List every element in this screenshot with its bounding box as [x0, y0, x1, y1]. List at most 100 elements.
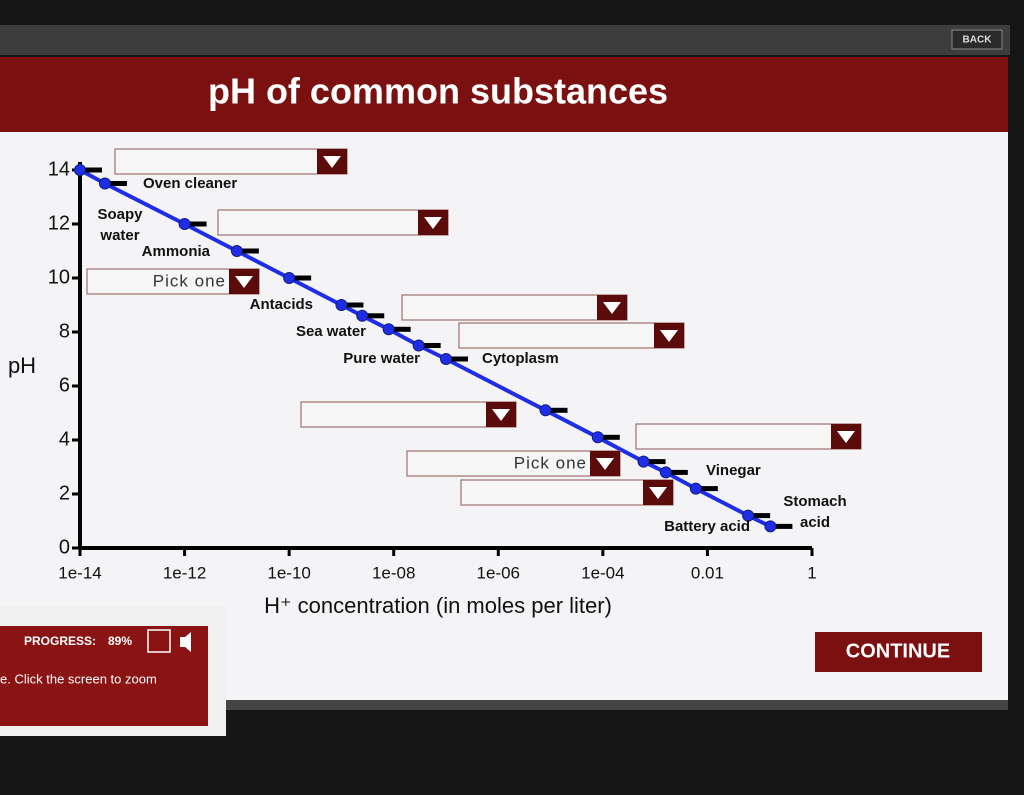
y-tick-label: 0: [59, 536, 70, 558]
dropdown-arrow: [649, 487, 667, 499]
dropdown[interactable]: Pick one: [406, 450, 621, 477]
substance-label: water: [99, 227, 139, 244]
x-axis-label: H⁺ concentration (in moles per liter): [264, 593, 612, 618]
point-dash: [442, 356, 468, 362]
x-tick-label: 1e-10: [267, 563, 310, 582]
point-dash: [337, 302, 364, 308]
dropdown-box[interactable]: [300, 401, 517, 428]
dropdown-arrow: [603, 302, 621, 314]
x-tick-label: 1: [807, 563, 816, 582]
dropdown-box[interactable]: [635, 423, 862, 450]
dropdown-arrow: [492, 409, 510, 421]
substance-label: acid: [800, 514, 830, 531]
point-dash: [76, 167, 102, 173]
point-dash: [639, 459, 666, 465]
substance-label: Sea water: [296, 323, 366, 340]
data-point: [591, 431, 604, 444]
dropdown-arrow: [424, 217, 442, 229]
data-point: [637, 455, 650, 468]
dropdown[interactable]: [217, 209, 449, 236]
continue-button[interactable]: [815, 632, 982, 672]
dropdown-label[interactable]: Pick one: [153, 271, 226, 290]
x-tick-label: 1e-04: [581, 563, 624, 582]
zoom-hint: e. Click the screen to zoom: [0, 671, 157, 686]
data-point: [689, 482, 702, 495]
dropdown-box[interactable]: [401, 294, 628, 321]
chart: 0 2 4 6 8 10 12 14 1e-14 1e-12 1e-10 1e-08 1e-06 1e-0…: [8, 148, 862, 618]
data-point: [412, 339, 425, 352]
dropdown-arrow: [837, 431, 855, 443]
back-button[interactable]: [951, 29, 1003, 50]
calculator-icon[interactable]: [147, 629, 171, 653]
dropdown-box[interactable]: [114, 148, 348, 175]
substance-label: Battery acid: [664, 518, 750, 535]
dropdown[interactable]: [401, 294, 628, 321]
data-point: [178, 218, 191, 230]
dropdown[interactable]: [300, 401, 517, 428]
substance-label: Oven cleaner: [143, 175, 237, 192]
data-point: [764, 520, 777, 533]
dropdown-box[interactable]: [217, 209, 449, 236]
sound-icon[interactable]: [180, 632, 191, 652]
substance-label: Ammonia: [142, 243, 211, 260]
dropdown[interactable]: [460, 479, 674, 506]
data-point: [356, 309, 369, 322]
progress-value: 89%: [108, 634, 132, 648]
x-tick-label: 1e-12: [163, 563, 206, 582]
y-tick-label: 4: [59, 428, 70, 450]
point-dash: [661, 469, 688, 475]
y-tick-label: 2: [59, 482, 70, 504]
point-dash: [593, 434, 620, 440]
data-point: [382, 323, 395, 336]
substance-label: Antacids: [250, 296, 313, 313]
substance-label: Pure water: [343, 350, 420, 367]
point-dash: [384, 326, 411, 332]
dropdown-label[interactable]: Pick one: [514, 453, 587, 472]
substance-label: Stomach: [783, 493, 846, 510]
content-edge: [225, 700, 1008, 710]
substance-label: Vinegar: [706, 462, 761, 479]
dropdown-arrow: [323, 156, 341, 168]
data-point: [742, 509, 755, 522]
dropdown[interactable]: [635, 423, 862, 450]
dropdown-arrow: [660, 330, 678, 342]
y-tick-label: 6: [59, 374, 70, 396]
title-bar: [0, 57, 1008, 132]
data-point: [98, 177, 111, 190]
dropdown-box[interactable]: [460, 479, 674, 506]
data-point: [659, 466, 672, 479]
x-tick-label: 0.01: [691, 563, 724, 582]
top-bar: [0, 25, 1010, 55]
dropdown-arrow: [235, 276, 253, 288]
point-dash: [744, 513, 771, 519]
substance-label: Soapy: [97, 206, 143, 223]
x-tick-label: 1e-06: [477, 563, 520, 582]
progress-label: PROGRESS:: [24, 634, 96, 648]
data-point: [335, 299, 348, 311]
dropdown-box[interactable]: [458, 322, 685, 349]
point-dash: [691, 486, 718, 492]
y-tick-label: 14: [48, 158, 70, 180]
point-dash: [232, 248, 259, 254]
x-tick-label: 1e-14: [58, 563, 101, 582]
point-dash: [180, 221, 207, 227]
dropdown-arrow: [596, 458, 614, 470]
dropdown[interactable]: Pick one: [86, 268, 260, 295]
data-point: [230, 245, 243, 257]
x-tick-label: 1e-08: [372, 563, 415, 582]
page-title: pH of common substances: [208, 71, 668, 112]
dropdown[interactable]: [114, 148, 348, 175]
continue-label[interactable]: CONTINUE: [846, 640, 950, 662]
dropdown[interactable]: [458, 322, 685, 349]
y-tick-label: 8: [59, 320, 70, 342]
data-point: [539, 404, 552, 417]
data-point: [283, 272, 296, 284]
point-dash: [414, 343, 441, 348]
substance-label: Cytoplasm: [482, 350, 559, 367]
data-point: [440, 353, 452, 365]
back-label[interactable]: BACK: [963, 35, 993, 46]
y-tick-label: 12: [48, 212, 70, 234]
point-dash: [766, 523, 793, 529]
